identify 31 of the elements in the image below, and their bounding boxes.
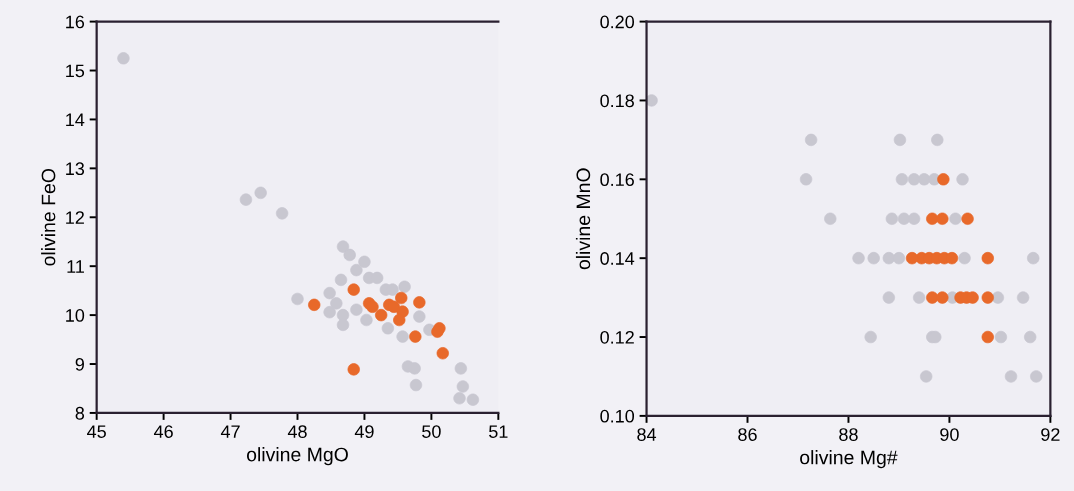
x-tick-label: 90 bbox=[940, 428, 959, 441]
y-axis-title: olivine FeO bbox=[41, 169, 56, 266]
x-tick-label: 47 bbox=[220, 425, 240, 438]
x-tick-label: 86 bbox=[738, 428, 757, 441]
x-tick-label: 84 bbox=[637, 428, 657, 441]
y-tick-label: 0.12 bbox=[600, 330, 634, 344]
y-tick-label: 14 bbox=[66, 113, 85, 126]
x-tick-label: 49 bbox=[354, 425, 374, 438]
y-tick-label: 12 bbox=[66, 211, 84, 224]
y-tick-label: 8 bbox=[75, 406, 85, 420]
x-axis-title: olivine Mg# bbox=[800, 450, 898, 469]
y-tick-label: 0.14 bbox=[600, 252, 635, 265]
y-tick-label: 15 bbox=[66, 64, 85, 78]
y-tick-label: 0.18 bbox=[600, 94, 634, 108]
y-tick-label: 16 bbox=[66, 15, 85, 29]
x-tick-label: 50 bbox=[422, 425, 441, 438]
x-tick-label: 88 bbox=[839, 428, 858, 441]
y-tick-label: 9 bbox=[75, 357, 84, 371]
x-tick-label: 92 bbox=[1041, 428, 1060, 441]
x-tick-label: 51 bbox=[489, 425, 508, 438]
x-axis-title: olivine MgO bbox=[246, 447, 348, 466]
y-tick-label: 10 bbox=[66, 309, 85, 322]
x-tick-label: 46 bbox=[153, 425, 173, 438]
y-axis-title: olivine MnO bbox=[575, 168, 591, 270]
y-tick-label: 13 bbox=[66, 162, 85, 176]
y-tick-label: 0.16 bbox=[600, 173, 634, 187]
x-tick-label: 48 bbox=[287, 425, 307, 438]
y-tick-label: 11 bbox=[67, 260, 84, 273]
y-tick-label: 0.10 bbox=[600, 409, 635, 423]
x-tick-label: 45 bbox=[87, 425, 106, 438]
y-tick-label: 0.20 bbox=[600, 15, 635, 29]
